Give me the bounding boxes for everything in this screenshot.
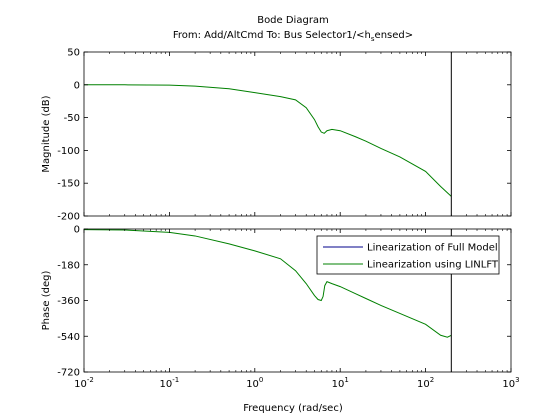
phase-curves: [83, 229, 452, 338]
legend-box: [316, 235, 500, 275]
ph-y-tick-label: -540: [57, 332, 80, 343]
mag-y-tick-label: -200: [57, 212, 80, 223]
phase-ticks: 0 -180 -360 -540 -720: [57, 225, 512, 379]
ph-y-tick-label: -180: [57, 260, 80, 271]
magnitude-axis-label: Magnitude (dB): [41, 95, 52, 172]
ph-y-tick-label: -720: [57, 368, 80, 379]
legend-label-linlft: Linearization using LINLFT: [367, 260, 499, 271]
chart-title: Bode Diagram: [257, 15, 329, 26]
legend: Linearization of Full Model Linearizatio…: [316, 235, 500, 275]
magnitude-axes-background: [84, 52, 511, 216]
magnitude-ticks: 50 0 -50 -100 -150 -200: [57, 48, 512, 223]
magnitude-plot: 50 0 -50 -100 -150 -200 Magnitude (dB): [41, 48, 512, 223]
phase-axis-label: Phase (deg): [41, 271, 52, 331]
mag-y-tick-label: -50: [64, 113, 80, 124]
magnitude-axes-frame: [83, 51, 512, 217]
frequency-axis-label: Frequency (rad/sec): [243, 403, 343, 414]
legend-label-full-model: Linearization of Full Model: [367, 243, 498, 254]
chart-subtitle: From: Add/AltCmd To: Bus Selector1/<hsen…: [173, 30, 413, 43]
ph-series-linlft-line: [83, 229, 452, 338]
mag-y-tick-label: -100: [57, 146, 80, 157]
mag-y-tick-label: -150: [57, 179, 80, 190]
ph-y-tick-label: 0: [74, 225, 80, 236]
phase-plot: 0-180-360-540-720 Phase (deg) 10-2 10-1 10…: [41, 225, 520, 391]
magnitude-curves: [84, 84, 452, 197]
mag-y-tick-label: 50: [67, 48, 80, 59]
mag-y-tick-label: 0: [74, 80, 80, 91]
mag-series-linlft-line: [84, 84, 452, 197]
ph-y-tick-label: -360: [57, 296, 80, 307]
